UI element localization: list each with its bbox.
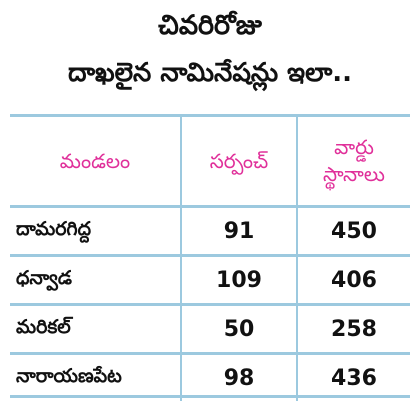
row-2-mandal: ధన్వాడ — [10, 254, 180, 303]
row-4-ward: 436 — [296, 352, 410, 401]
row-3-mandal: మరికల్ — [10, 303, 180, 352]
header-mandal: మండలం — [59, 148, 131, 173]
title-line-2: దాఖలైన నామినేషన్లు ఇలా.. — [67, 58, 353, 88]
row-1-ward: 450 — [296, 205, 410, 254]
row-3-ward: 258 — [296, 303, 410, 352]
row-4-mandal: నారాయణపేట — [10, 352, 180, 401]
row-4-sarpanch: 98 — [180, 352, 296, 401]
row-1-sarpanch: 91 — [180, 205, 296, 254]
title-line-1: చివరిరోజు — [158, 10, 262, 41]
row-1-mandal: దామరగిద్ద — [10, 205, 180, 254]
header-sarpanch: సర్పంచ్ — [180, 117, 296, 205]
row-2-ward: 406 — [296, 254, 410, 303]
header-ward-line-2: స్థానాలు — [323, 162, 385, 186]
header-ward-seats: వార్డు స్థానాలు — [296, 117, 410, 205]
header-ward-line-1: వార్డు — [334, 135, 374, 159]
row-2-sarpanch: 109 — [180, 254, 296, 303]
nominations-table: మండలం సర్పంచ్ వార్డు స్థానాలు దామరగిద్ద … — [10, 114, 410, 401]
row-3-sarpanch: 50 — [180, 303, 296, 352]
